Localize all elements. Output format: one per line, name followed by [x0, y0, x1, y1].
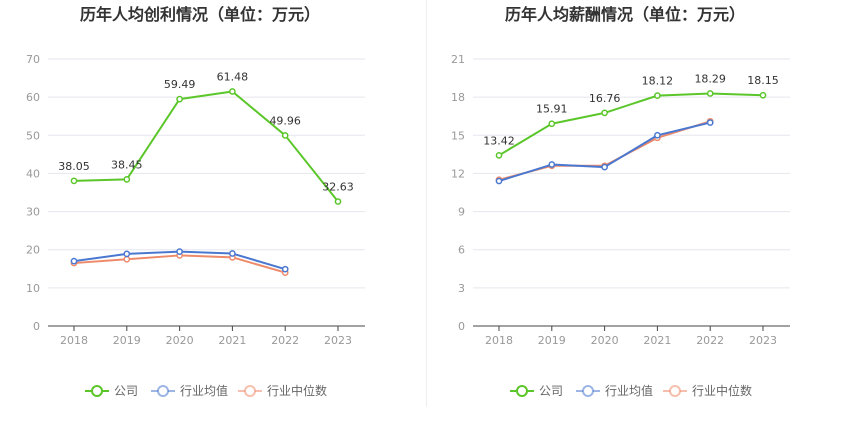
legend-item-industry-median[interactable]: 行业中位数	[238, 383, 327, 398]
data-label: 18.15	[747, 74, 779, 87]
y-tick-label: 60	[26, 91, 40, 104]
y-tick-label: 40	[26, 167, 40, 180]
data-point	[70, 177, 78, 185]
chart-title: 历年人均薪酬情况（单位：万元）	[505, 5, 745, 24]
data-point	[548, 161, 556, 168]
data-point	[706, 119, 714, 126]
legend-marker	[91, 385, 103, 397]
data-label: 13.42	[483, 134, 515, 147]
y-tick-label: 12	[451, 167, 465, 180]
data-label: 61.48	[217, 70, 249, 83]
legend-item-company[interactable]: 公司	[510, 384, 563, 398]
legend-item-industry-average[interactable]: 行业均值	[151, 383, 228, 398]
legend-item-industry-median[interactable]: 行业中位数	[663, 383, 752, 398]
x-tick-label: 2020	[591, 334, 619, 347]
data-point	[176, 95, 183, 103]
chart-divider	[426, 0, 427, 407]
x-tick-label: 2023	[749, 334, 777, 347]
data-point	[281, 132, 289, 139]
x-tick-label: 2020	[166, 334, 194, 347]
data-point	[654, 92, 661, 99]
x-tick-label: 2022	[271, 334, 299, 347]
data-label: 18.29	[694, 72, 726, 85]
data-point	[548, 120, 556, 128]
y-tick-label: 21	[451, 53, 465, 66]
data-point	[70, 257, 78, 265]
data-label: 59.49	[164, 78, 196, 91]
y-tick-label: 18	[451, 91, 465, 104]
chart-title: 历年人均创利情况（单位：万元）	[80, 5, 320, 24]
data-point	[601, 163, 608, 171]
data-label: 38.45	[111, 158, 143, 171]
data-point	[123, 175, 131, 183]
data-label: 18.12	[642, 75, 674, 88]
x-tick-label: 2022	[696, 334, 724, 347]
data-label: 15.91	[536, 103, 568, 116]
series-line-company	[498, 92, 764, 157]
data-point	[495, 152, 503, 159]
y-tick-label: 0	[33, 320, 40, 333]
profit-per-capita-chart: 历年人均创利情况（单位：万元） 0 10 20 30 40 50 60 70 2018 2019 20…	[26, 5, 365, 398]
x-tick-label: 2018	[60, 334, 88, 347]
data-label: 49.96	[269, 114, 301, 127]
legend-item-industry-average[interactable]: 行业均值	[576, 383, 653, 398]
legend-marker	[582, 385, 594, 397]
data-point	[759, 91, 767, 99]
data-point	[495, 177, 503, 185]
legend-marker	[516, 385, 528, 397]
x-tick-label: 2019	[538, 334, 566, 347]
x-tick-label: 2021	[643, 334, 671, 347]
y-tick-label: 50	[26, 129, 40, 142]
y-tick-label: 3	[458, 282, 465, 295]
legend-item-company[interactable]: 公司	[85, 384, 138, 398]
y-tick-label: 9	[458, 206, 465, 219]
y-tick-label: 70	[26, 53, 40, 66]
legend-label: 公司	[114, 384, 138, 398]
data-label: 16.76	[589, 92, 621, 105]
data-point	[706, 90, 714, 97]
y-tick-label: 15	[451, 129, 465, 142]
data-point	[176, 248, 183, 255]
data-point	[229, 88, 236, 95]
legend-label: 公司	[539, 384, 563, 398]
legend-label: 行业中位数	[267, 383, 327, 398]
x-tick-label: 2019	[113, 334, 141, 347]
y-tick-label: 10	[26, 282, 40, 295]
data-point	[123, 255, 131, 263]
legend-label: 行业均值	[605, 383, 653, 398]
y-tick-label: 6	[458, 244, 465, 257]
x-tick-label: 2021	[218, 334, 246, 347]
x-tick-label: 2018	[485, 334, 513, 347]
salary-per-capita-chart: 历年人均薪酬情况（单位：万元） 0 3 6 9 12 15 18 21 2018 2019 2020 2…	[451, 5, 790, 398]
data-label: 38.05	[58, 160, 90, 173]
data-label: 32.63	[322, 181, 354, 194]
series-line-company	[73, 90, 339, 203]
data-point	[654, 131, 661, 139]
legend-marker	[244, 385, 256, 397]
data-point	[601, 109, 608, 117]
data-point	[334, 198, 342, 205]
y-tick-label: 20	[26, 244, 40, 257]
x-tick-label: 2023	[324, 334, 352, 347]
data-point	[229, 250, 236, 257]
data-point	[281, 265, 289, 273]
legend-marker	[669, 385, 681, 397]
data-point	[123, 250, 131, 258]
legend-label: 行业均值	[180, 383, 228, 398]
y-tick-label: 0	[458, 320, 465, 333]
legend-label: 行业中位数	[692, 383, 752, 398]
y-tick-label: 30	[26, 206, 40, 219]
legend-marker	[157, 385, 169, 397]
